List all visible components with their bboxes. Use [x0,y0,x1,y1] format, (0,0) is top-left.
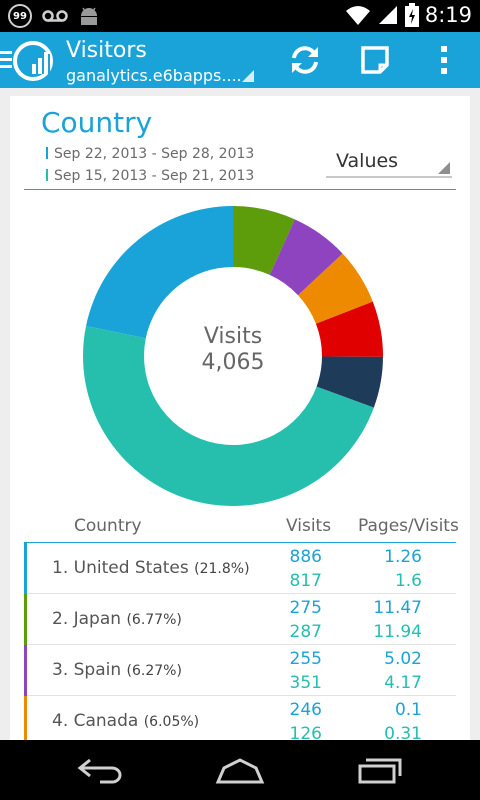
country-name: 2. Japan (6.77%) [52,609,182,629]
table-row[interactable]: 4. Canada (6.05%) 246 126 0.1 0.31 [24,696,456,740]
refresh-button[interactable] [285,40,325,80]
note-icon [361,46,389,74]
pages-per-visit-previous: 4.17 [384,673,422,693]
pages-per-visit-previous: 0.31 [384,724,422,740]
visits-previous: 126 [289,724,322,740]
table-row[interactable]: 1. United States (21.8%) 886 817 1.26 1.6 [24,543,456,594]
current-period-marker [46,147,48,159]
wifi-icon [345,6,370,25]
row-color-stripe [24,645,27,696]
pages-per-visit-current: 5.02 [384,649,422,669]
column-header-country[interactable]: Country [74,516,142,536]
back-icon [77,758,122,784]
account-dropdown-icon[interactable] [242,70,254,82]
overflow-menu-icon [441,46,447,74]
visits-previous: 287 [289,622,322,642]
annotations-button[interactable] [355,40,395,80]
donut-total-value: 4,065 [201,350,265,375]
previous-period-marker [46,169,48,181]
report-content[interactable]: Country Sep 22, 2013 - Sep 28, 2013 Sep … [0,88,480,740]
country-name: 4. Canada (6.05%) [52,711,200,731]
country-percentage: (6.27%) [126,663,182,679]
account-subtitle[interactable]: ganalytics.e6bapps.... [66,66,242,85]
app-logo-icon[interactable] [12,40,54,82]
visits-current: 275 [289,598,322,618]
report-title: Country [41,106,153,139]
metric-selector-value: Values [336,150,399,172]
drawer-menu-icon[interactable] [0,51,12,69]
country-percentage: (6.77%) [126,612,182,628]
visits-previous: 351 [289,673,322,693]
recent-apps-icon [358,758,402,784]
metric-selector[interactable]: Values [326,148,452,178]
voicemail-icon [42,10,68,22]
date-range-previous: Sep 15, 2013 - Sep 21, 2013 [46,168,254,184]
notification-count-badge: 99 [8,4,32,28]
refresh-icon [292,46,318,74]
visits-current: 246 [289,700,322,720]
table-row[interactable]: 2. Japan (6.77%) 275 287 11.47 11.94 [24,594,456,645]
donut-slice-2[interactable] [233,206,295,275]
donut-center-label: Visits 4,065 [83,324,383,376]
country-percentage: (6.05%) [143,714,200,730]
row-color-stripe [24,696,27,740]
date-range-current: Sep 22, 2013 - Sep 28, 2013 [46,146,254,162]
android-icon [81,7,97,25]
table-row[interactable]: 3. Spain (6.27%) 255 351 5.02 4.17 [24,645,456,696]
column-header-visits[interactable]: Visits [286,516,332,536]
overflow-menu-button[interactable] [424,40,464,80]
donut-metric-label: Visits [203,324,263,349]
screen-title: Visitors [66,38,147,63]
donut-slice-1[interactable] [86,206,233,339]
home-button[interactable] [210,750,270,790]
back-button[interactable] [70,750,130,790]
recent-apps-button[interactable] [350,750,410,790]
donut-slice-5[interactable] [315,301,383,357]
table-header-divider [24,542,456,543]
country-donut-chart[interactable] [83,206,383,506]
clock: 8:19 [424,3,472,27]
signal-icon [378,6,397,24]
donut-slice-3[interactable] [269,219,343,296]
country-name: 1. United States (21.8%) [52,558,250,578]
donut-slice-4[interactable] [298,253,373,324]
country-name: 3. Spain (6.27%) [52,660,182,680]
donut-slice-7[interactable] [83,326,374,506]
pages-per-visit-current: 0.1 [394,700,422,720]
visits-current: 255 [289,649,322,669]
action-bar: Visitors ganalytics.e6bapps.... [0,32,480,88]
header-divider [24,189,456,190]
column-header-pages-visits[interactable]: Pages/Visits [358,516,459,536]
country-percentage: (21.8%) [194,561,250,577]
donut-slice-6[interactable] [316,356,383,408]
battery-icon [404,3,419,27]
visits-previous: 817 [289,571,322,591]
navigation-bar [0,740,480,800]
metric-dropdown-icon [438,162,450,174]
pages-per-visit-previous: 11.94 [373,622,422,642]
row-color-stripe [24,543,27,594]
country-report-card: Country Sep 22, 2013 - Sep 28, 2013 Sep … [10,96,470,740]
status-bar: 99 8:19 [0,0,480,32]
visits-current: 886 [289,547,322,567]
pages-per-visit-current: 11.47 [373,598,422,618]
row-color-stripe [24,594,27,645]
pages-per-visit-current: 1.26 [384,547,422,567]
pages-per-visit-previous: 1.6 [394,571,422,591]
home-icon [215,758,265,784]
